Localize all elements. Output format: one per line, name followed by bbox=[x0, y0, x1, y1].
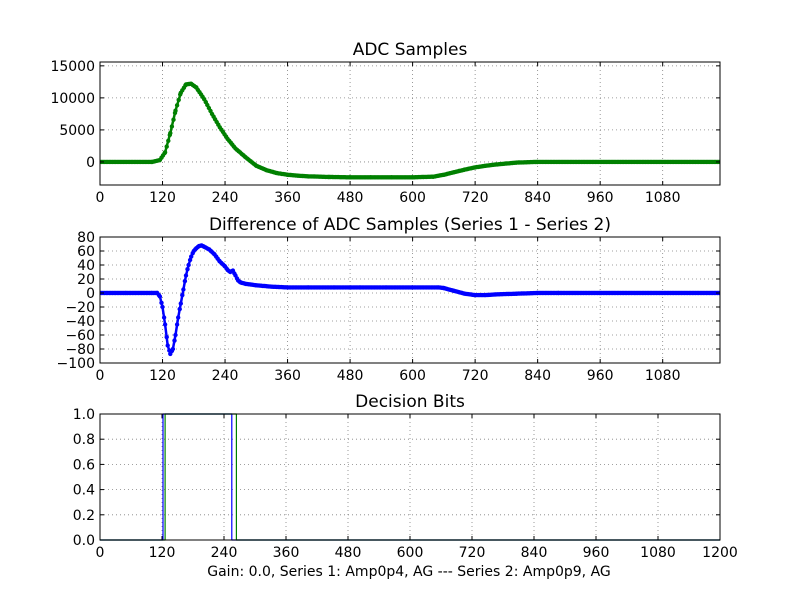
y-tick-label: 0 bbox=[86, 286, 95, 302]
x-tick-label: 120 bbox=[149, 545, 176, 561]
plot-area bbox=[100, 243, 720, 357]
series-1-point bbox=[187, 257, 193, 263]
x-tick-label: 1080 bbox=[645, 190, 681, 206]
chart-panel-3: 0 120 240 360 480 600 720 840 960 1080 1200 0.0 0.2 0… bbox=[73, 392, 738, 561]
x-tick-label: 120 bbox=[149, 368, 176, 384]
chart-title: ADC Samples bbox=[353, 40, 468, 60]
x-tick-label: 1080 bbox=[645, 368, 681, 384]
series-1-point bbox=[176, 315, 181, 320]
y-tick-label: 5000 bbox=[59, 123, 95, 139]
series-1-point bbox=[162, 322, 168, 327]
x-tick-label: 720 bbox=[459, 545, 486, 561]
series-1-point bbox=[160, 304, 165, 310]
series-1-point bbox=[157, 294, 163, 299]
series-1-point bbox=[171, 117, 176, 122]
x-tick-label: 960 bbox=[587, 368, 614, 384]
series-1-point bbox=[174, 322, 180, 327]
y-tick-label: 0.6 bbox=[73, 457, 95, 473]
series-1-point bbox=[181, 287, 186, 292]
x-tick-label: 240 bbox=[212, 190, 239, 206]
series-1-point bbox=[164, 334, 169, 340]
series-1-point bbox=[174, 103, 180, 108]
x-tick-label: 240 bbox=[211, 545, 238, 561]
series-1-point bbox=[159, 300, 164, 305]
y-tick-label: 20 bbox=[77, 272, 95, 288]
x-tick-label: 1080 bbox=[640, 545, 676, 561]
chart-title: Decision Bits bbox=[355, 392, 465, 412]
series-1-point bbox=[168, 130, 173, 136]
y-tick-label: 0 bbox=[86, 155, 95, 171]
series-1-point bbox=[170, 346, 176, 352]
x-tick-label: 480 bbox=[337, 190, 364, 206]
y-tick-label: −40 bbox=[65, 314, 95, 330]
y-tick-label: −20 bbox=[65, 300, 95, 316]
x-tick-label: 600 bbox=[397, 545, 424, 561]
chart-panel-1: 0 120 240 360 480 600 720 840 960 1080 0 5000 10000 1… bbox=[50, 40, 721, 206]
y-tick-label: 80 bbox=[77, 230, 95, 246]
series-1-point bbox=[183, 273, 189, 278]
series-1-point bbox=[173, 108, 178, 113]
series-1-point bbox=[189, 254, 194, 259]
x-tick-label: 480 bbox=[337, 368, 364, 384]
y-tick-label: 0.4 bbox=[73, 483, 95, 499]
x-tick-label: 840 bbox=[521, 545, 548, 561]
series-1-point bbox=[178, 301, 183, 306]
y-tick-label: 40 bbox=[77, 258, 95, 274]
x-tick-label: 0 bbox=[96, 545, 105, 561]
x-tick-label: 0 bbox=[96, 190, 105, 206]
plot-area bbox=[100, 81, 720, 180]
y-tick-label: −60 bbox=[65, 328, 95, 344]
x-tick-label: 240 bbox=[212, 368, 239, 384]
y-tick-label: 0.2 bbox=[73, 508, 95, 524]
x-tick-label: 720 bbox=[462, 190, 489, 206]
series-1-point bbox=[182, 278, 188, 284]
x-tick-label: 840 bbox=[524, 368, 551, 384]
x-tick-label: 720 bbox=[462, 368, 489, 384]
series-1-point bbox=[185, 267, 190, 272]
y-tick-label: 1.0 bbox=[73, 407, 95, 423]
series-1-point bbox=[177, 306, 182, 312]
x-tick-label: 960 bbox=[583, 545, 610, 561]
y-tick-label: 0.0 bbox=[73, 533, 95, 549]
x-tick-label: 360 bbox=[273, 545, 300, 561]
x-tick-label: 960 bbox=[587, 190, 614, 206]
y-tick-label: −80 bbox=[65, 342, 95, 358]
x-tick-label: 0 bbox=[96, 368, 105, 384]
series-1-point bbox=[173, 332, 178, 338]
x-tick-label: 1200 bbox=[702, 545, 738, 561]
series-1-point bbox=[172, 338, 177, 343]
y-tick-label: −100 bbox=[57, 356, 95, 372]
x-tick-label: 840 bbox=[524, 190, 551, 206]
x-tick-label: 360 bbox=[274, 190, 301, 206]
series-1-point bbox=[165, 343, 170, 348]
chart-panel-2: 0 120 240 360 480 600 720 840 960 1080−100−80−60−… bbox=[57, 215, 721, 384]
y-tick-label: 15000 bbox=[50, 59, 95, 75]
x-tick-label: 600 bbox=[399, 368, 426, 384]
series-1-point bbox=[166, 138, 171, 143]
x-tick-label: 120 bbox=[149, 190, 176, 206]
series-1-point bbox=[180, 292, 185, 298]
x-tick-label: 600 bbox=[399, 190, 426, 206]
axes-frame bbox=[99, 61, 721, 186]
series-1-point bbox=[169, 124, 175, 129]
series-1-point bbox=[176, 97, 181, 103]
x-tick-label: 360 bbox=[274, 368, 301, 384]
x-tick-label: 480 bbox=[335, 545, 362, 561]
y-tick-label: 60 bbox=[77, 244, 95, 260]
y-tick-label: 10000 bbox=[50, 91, 95, 107]
figure-xlabel: Gain: 0.0, Series 1: Amp0p4, AG --- Seri… bbox=[207, 564, 611, 580]
series-1-point bbox=[186, 262, 191, 268]
series-1-point bbox=[164, 144, 169, 149]
axes-frame bbox=[99, 236, 721, 364]
y-tick-label: 0.8 bbox=[73, 432, 95, 448]
chart-title: Difference of ADC Samples (Series 1 - Se… bbox=[209, 215, 611, 235]
series-1-point bbox=[161, 315, 167, 320]
series-1-point bbox=[162, 150, 168, 155]
